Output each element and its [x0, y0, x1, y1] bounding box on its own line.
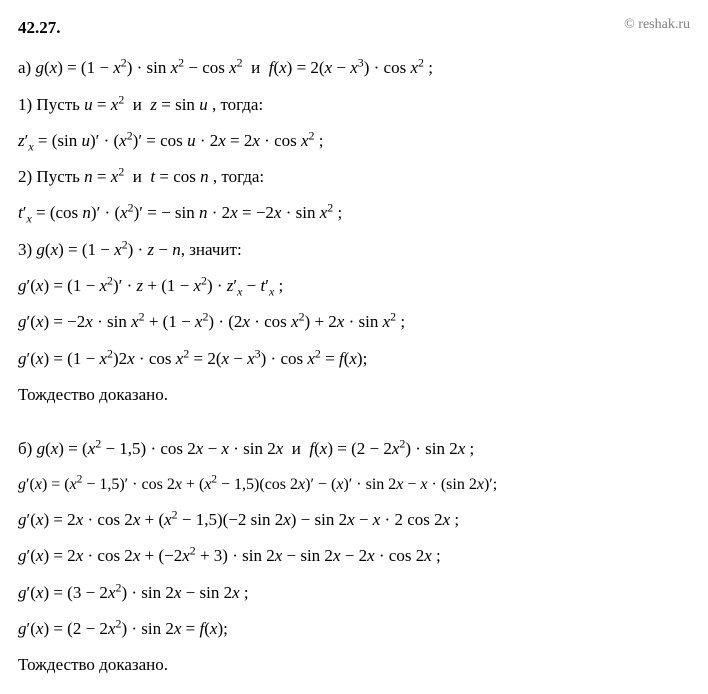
part-b-line1: g′(x) = (x2 − 1,5)′ · cos 2x + (x2 − 1,5… [18, 470, 690, 500]
part-b-line3: g′(x) = 2x · cos 2x + (−2x2 + 3) · sin 2… [18, 540, 690, 572]
part-a-conclusion: Тождество доказано. [18, 379, 690, 411]
step2-intro: 2) Пусть n = x2 и t = cos n , тогда: [18, 161, 690, 193]
copyright-text: © reshak.ru [624, 12, 690, 39]
step1-intro: 1) Пусть u = x2 и z = sin u , тогда: [18, 89, 690, 121]
part-b-line5: g′(x) = (2 − 2x2) · sin 2x = f(x); [18, 613, 690, 645]
step3-line1: g′(x) = (1 − x2)′ · z + (1 − x2) · z′x −… [18, 270, 690, 302]
part-b-conclusion: Тождество доказано. [18, 649, 690, 681]
part-b-line2: g′(x) = 2x · cos 2x + (x2 − 1,5)(−2 sin … [18, 504, 690, 536]
part-a-given: а) g(x) = (1 − x2) · sin x2 − cos x2 и f… [18, 52, 690, 84]
part-b-given: б) g(x) = (x2 − 1,5) · cos 2x − x · sin … [18, 433, 690, 465]
step3-line2: g′(x) = −2x · sin x2 + (1 − x2) · (2x · … [18, 306, 690, 338]
step3-line3: g′(x) = (1 − x2)2x · cos x2 = 2(x − x3) … [18, 343, 690, 375]
step2-calc: t′x = (cos n)′ · (x2)′ = − sin n · 2x = … [18, 197, 690, 229]
part-b-label: б) [18, 439, 32, 458]
part-b-line4: g′(x) = (3 − 2x2) · sin 2x − sin 2x ; [18, 577, 690, 609]
step1-calc: z′x = (sin u)′ · (x2)′ = cos u · 2x = 2x… [18, 125, 690, 157]
problem-number: 42.27. [18, 12, 61, 44]
part-a-label: а) [18, 58, 31, 77]
step3-intro: 3) g(x) = (1 − x2) · z − n, значит: [18, 234, 690, 266]
